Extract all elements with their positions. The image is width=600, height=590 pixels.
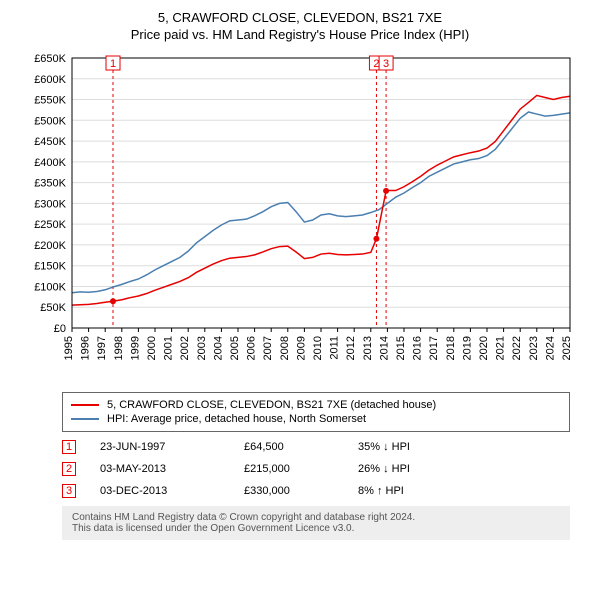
event-price: £330,000: [244, 485, 334, 497]
svg-text:£350K: £350K: [34, 178, 66, 190]
svg-text:2023: 2023: [528, 336, 540, 360]
svg-text:2019: 2019: [461, 336, 473, 360]
event-price: £215,000: [244, 463, 334, 475]
chart-title-sub: Price paid vs. HM Land Registry's House …: [10, 27, 590, 42]
event-date: 23-JUN-1997: [100, 441, 220, 453]
svg-text:2009: 2009: [295, 336, 307, 360]
svg-text:2000: 2000: [146, 336, 158, 360]
svg-text:2006: 2006: [246, 336, 258, 360]
svg-text:3: 3: [383, 58, 389, 70]
event-marker: 3: [62, 484, 76, 498]
svg-text:2016: 2016: [412, 336, 424, 360]
svg-text:£500K: £500K: [34, 115, 66, 127]
svg-text:£400K: £400K: [34, 157, 66, 169]
svg-text:£250K: £250K: [34, 219, 66, 231]
svg-text:1996: 1996: [80, 336, 92, 360]
event-row: 3 03-DEC-2013 £330,000 8% ↑ HPI: [62, 484, 570, 498]
svg-text:2004: 2004: [212, 336, 224, 360]
chart-area: £0 £50K £100K £150K £200K £250K £300K £350K £400…: [20, 48, 580, 388]
svg-text:2001: 2001: [163, 336, 175, 360]
event-marker: 1: [62, 440, 76, 454]
svg-text:2012: 2012: [345, 336, 357, 360]
event-diff: 8% ↑ HPI: [358, 485, 438, 497]
svg-text:2005: 2005: [229, 336, 241, 360]
legend-row: 5, CRAWFORD CLOSE, CLEVEDON, BS21 7XE (d…: [71, 399, 561, 411]
svg-text:£50K: £50K: [40, 302, 66, 314]
event-row: 2 03-MAY-2013 £215,000 26% ↓ HPI: [62, 462, 570, 476]
svg-text:2022: 2022: [511, 336, 523, 360]
legend: 5, CRAWFORD CLOSE, CLEVEDON, BS21 7XE (d…: [62, 392, 570, 432]
svg-text:2020: 2020: [478, 336, 490, 360]
event-marker: 2: [62, 462, 76, 476]
svg-text:1: 1: [110, 58, 116, 70]
svg-text:£550K: £550K: [34, 95, 66, 107]
svg-text:£0: £0: [54, 323, 66, 335]
event-row: 1 23-JUN-1997 £64,500 35% ↓ HPI: [62, 440, 570, 454]
svg-text:2024: 2024: [544, 336, 556, 360]
footer-line-2: This data is licensed under the Open Gov…: [72, 523, 560, 534]
svg-text:2021: 2021: [495, 336, 507, 360]
svg-text:2008: 2008: [279, 336, 291, 360]
footer-attribution: Contains HM Land Registry data © Crown c…: [62, 506, 570, 540]
svg-text:2014: 2014: [378, 336, 390, 360]
svg-text:1999: 1999: [129, 336, 141, 360]
svg-text:£650K: £650K: [34, 53, 66, 65]
svg-text:2017: 2017: [428, 336, 440, 360]
svg-text:£200K: £200K: [34, 240, 66, 252]
svg-text:2011: 2011: [329, 336, 341, 360]
event-price: £64,500: [244, 441, 334, 453]
svg-text:£150K: £150K: [34, 261, 66, 273]
svg-text:2007: 2007: [262, 336, 274, 360]
svg-text:£450K: £450K: [34, 136, 66, 148]
svg-text:1998: 1998: [113, 336, 125, 360]
svg-text:1997: 1997: [96, 336, 108, 360]
svg-text:2025: 2025: [561, 336, 573, 360]
svg-text:£600K: £600K: [34, 74, 66, 86]
svg-text:2003: 2003: [196, 336, 208, 360]
svg-text:£300K: £300K: [34, 198, 66, 210]
legend-label: 5, CRAWFORD CLOSE, CLEVEDON, BS21 7XE (d…: [107, 399, 436, 411]
svg-text:2015: 2015: [395, 336, 407, 360]
event-date: 03-MAY-2013: [100, 463, 220, 475]
events-table: 1 23-JUN-1997 £64,500 35% ↓ HPI 2 03-MAY-2013…: [62, 440, 570, 498]
svg-text:2010: 2010: [312, 336, 324, 360]
legend-swatch: [71, 418, 99, 420]
svg-text:2013: 2013: [362, 336, 374, 360]
svg-text:£100K: £100K: [34, 281, 66, 293]
svg-text:1995: 1995: [63, 336, 75, 360]
chart-title-main: 5, CRAWFORD CLOSE, CLEVEDON, BS21 7XE: [10, 10, 590, 25]
legend-swatch: [71, 404, 99, 406]
footer-line-1: Contains HM Land Registry data © Crown c…: [72, 512, 560, 523]
svg-text:2018: 2018: [445, 336, 457, 360]
legend-row: HPI: Average price, detached house, Nort…: [71, 413, 561, 425]
svg-text:2002: 2002: [179, 336, 191, 360]
legend-label: HPI: Average price, detached house, Nort…: [107, 413, 366, 425]
event-diff: 26% ↓ HPI: [358, 463, 438, 475]
chart-svg: £0 £50K £100K £150K £200K £250K £300K £350K £400…: [20, 48, 580, 388]
event-diff: 35% ↓ HPI: [358, 441, 438, 453]
event-date: 03-DEC-2013: [100, 485, 220, 497]
